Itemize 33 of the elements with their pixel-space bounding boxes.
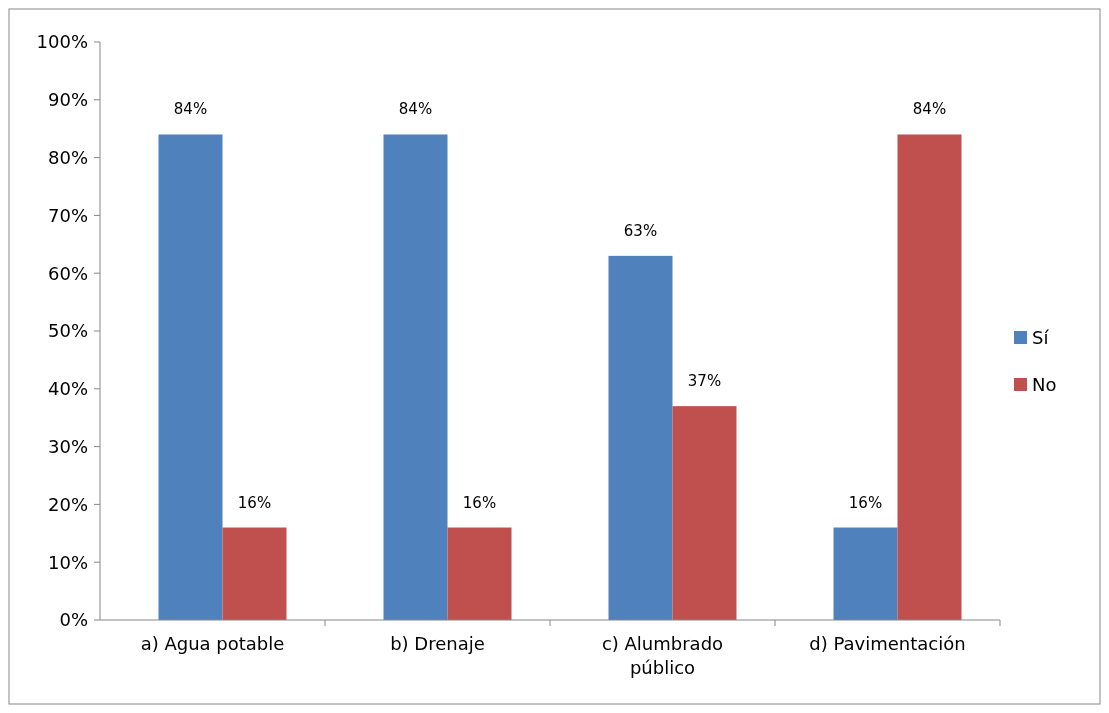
bar [447, 527, 512, 620]
y-tick-label: 30% [47, 435, 88, 457]
bar [833, 527, 898, 620]
data-label: 84% [173, 100, 208, 119]
y-tick-label: 40% [47, 378, 88, 400]
data-label: 84% [912, 100, 947, 119]
bar [897, 134, 962, 620]
x-tick-label: d) Pavimentación [809, 633, 966, 654]
bar [222, 527, 287, 620]
x-tick-label: b) Drenaje [390, 633, 485, 654]
y-tick-label: 10% [47, 551, 88, 573]
y-tick-label: 50% [47, 320, 88, 342]
bar [672, 406, 737, 620]
y-tick-label: 0% [59, 609, 88, 631]
data-label: 16% [462, 493, 497, 512]
y-tick-label: 90% [47, 89, 88, 111]
y-tick-label: 70% [47, 204, 88, 226]
y-tick-label: 20% [47, 493, 88, 515]
x-tick-label: a) Agua potable [140, 633, 285, 654]
bar [158, 134, 223, 620]
legend-label: Sí [1032, 327, 1050, 349]
data-label: 16% [237, 493, 272, 512]
y-tick-label: 100% [36, 31, 88, 53]
data-label: 16% [848, 493, 883, 512]
data-label: 84% [398, 100, 433, 119]
y-tick-label: 80% [47, 146, 88, 168]
data-label: 63% [623, 221, 658, 240]
data-label: 37% [687, 372, 722, 391]
legend-label: No [1032, 374, 1057, 396]
bar [383, 134, 448, 620]
bar [608, 255, 673, 620]
y-tick-label: 60% [47, 262, 88, 284]
x-tick-label: c) Alumbrado público [601, 633, 724, 678]
